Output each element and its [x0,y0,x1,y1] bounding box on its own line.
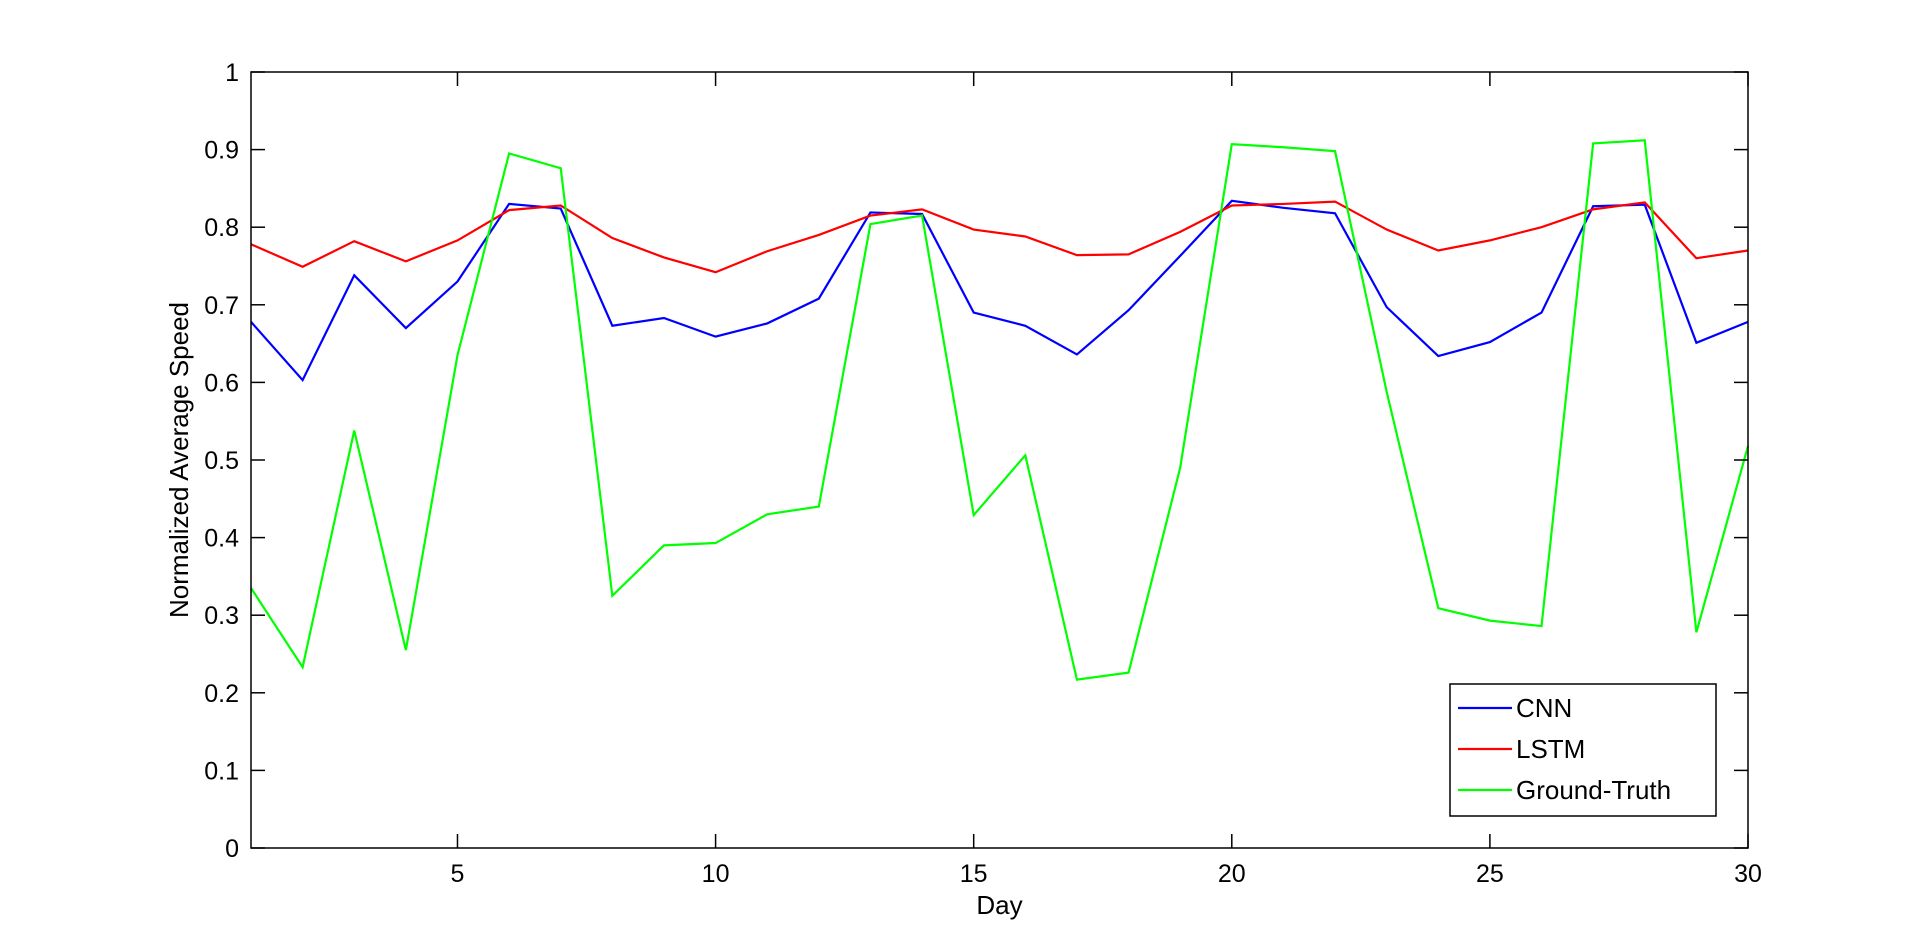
tick-layer: 5 10 15 20 25 30 0 0.1 0.2 0.3 0.4 0.5 0.6 0.7 0.8 0.9 1 [204,59,1762,888]
series-line-ground-truth [250,139,1750,681]
y-tick-label: 0.2 [204,680,239,708]
x-axis-title: Day [976,890,1022,920]
legend: CNN LSTM Ground-Truth [1449,683,1717,817]
y-tick-label: 0.8 [204,214,239,242]
legend-label-cnn: CNN [1516,693,1572,723]
y-tick-label: 0.6 [204,369,239,397]
x-tick-label: 15 [960,860,988,888]
series-line-lstm [250,200,1749,274]
y-tick-label: 0.9 [204,137,239,165]
y-tick-label: 0.5 [204,447,239,475]
x-tick-label: 30 [1734,860,1762,888]
x-tick-label: 10 [702,860,730,888]
series-layer [250,139,1750,681]
y-tick-label: 0.7 [204,292,239,320]
legend-label-lstm: LSTM [1516,734,1585,764]
y-axis-title: Normalized Average Speed [164,302,194,618]
y-tick-label: 0 [225,835,239,863]
series-line-cnn [250,199,1749,383]
y-tick-label: 0.4 [204,525,239,553]
x-tick-label: 20 [1218,860,1246,888]
y-tick-label: 0.3 [204,602,239,630]
x-tick-label: 5 [451,860,465,888]
legend-label-ground-truth: Ground-Truth [1516,775,1671,805]
y-tick-label: 0.1 [204,757,239,785]
y-tick-label: 1 [225,59,239,87]
x-tick-label: 25 [1476,860,1504,888]
